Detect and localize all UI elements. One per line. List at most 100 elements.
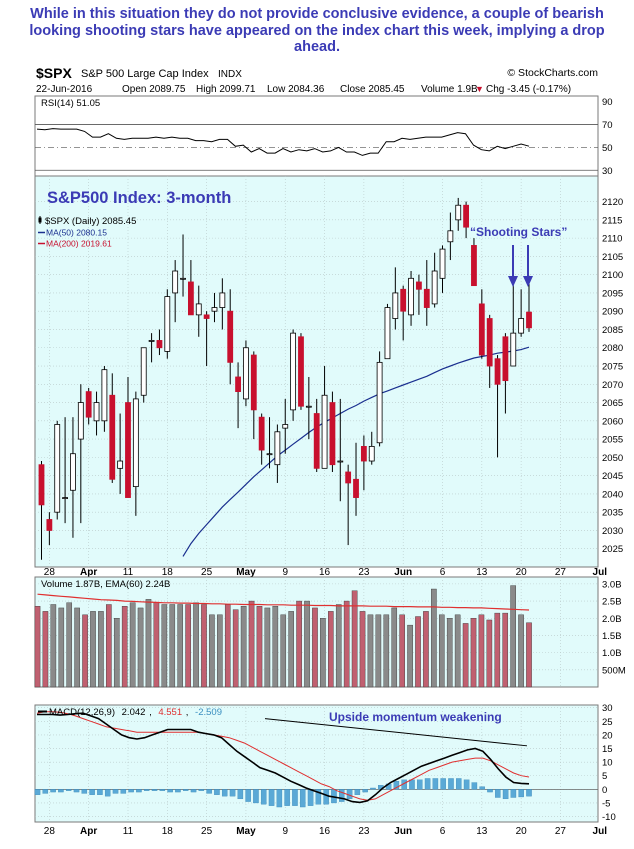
candle xyxy=(148,333,155,363)
candle-body xyxy=(416,281,422,290)
volume-bar xyxy=(272,606,279,688)
candle-body xyxy=(502,336,509,382)
candle xyxy=(290,329,297,421)
candle xyxy=(54,420,61,520)
quote-close: Close 2085.45 xyxy=(340,84,405,95)
macd-legend-label: MACD(12,26,9) xyxy=(49,707,115,718)
x-tick-label: 11 xyxy=(123,567,134,578)
volume-bar xyxy=(34,606,41,688)
volume-bar xyxy=(256,606,263,688)
candle xyxy=(486,314,493,388)
legend-label: MA(200) 2019.61 xyxy=(46,239,112,249)
histogram-bar xyxy=(424,778,431,790)
candle xyxy=(384,303,391,360)
candle-body xyxy=(266,453,273,456)
histogram-bar xyxy=(128,789,134,793)
histogram-bar xyxy=(175,789,181,793)
volume-bar xyxy=(232,609,239,688)
histogram-bar xyxy=(151,789,158,791)
quote-date: 22-Jun-2016 xyxy=(36,84,93,95)
x-tick-label: Apr xyxy=(80,826,97,837)
volume-bar xyxy=(415,616,421,688)
y-tick-label: 50 xyxy=(602,143,613,154)
candle xyxy=(180,234,186,297)
histogram-bar xyxy=(112,789,119,794)
candle-body xyxy=(243,347,249,400)
volume-bar xyxy=(264,607,271,688)
macd-legend-value: 2.042 xyxy=(122,707,146,718)
volume-bar xyxy=(82,614,88,688)
candle xyxy=(455,197,462,231)
candle xyxy=(360,435,367,491)
y-tick-label: 2.5B xyxy=(602,597,622,608)
y-tick-label: 2025 xyxy=(602,544,623,555)
y-tick-label: 2035 xyxy=(602,508,623,519)
y-tick-label: 2055 xyxy=(602,435,623,446)
candle xyxy=(117,413,124,494)
macd-signal-line xyxy=(36,711,530,801)
candle-body xyxy=(274,431,281,466)
candle xyxy=(431,252,438,308)
x-tick-label: 25 xyxy=(201,826,213,837)
volume-bar xyxy=(209,614,215,688)
index-name: S&P 500 Large Cap Index xyxy=(81,68,209,80)
candle-body xyxy=(180,277,186,280)
histogram-bar xyxy=(58,789,64,793)
candle-body xyxy=(455,204,462,221)
candle-body xyxy=(211,307,218,312)
histogram-bar xyxy=(362,789,368,793)
candle xyxy=(274,424,281,483)
histogram-bar xyxy=(456,778,462,790)
histogram-bar xyxy=(73,789,80,793)
x-tick-label: 25 xyxy=(201,567,213,578)
momentum-trendline xyxy=(264,718,528,747)
candle-body xyxy=(486,318,493,367)
candle-body xyxy=(164,296,171,352)
candle xyxy=(282,398,289,454)
x-tick-label: 20 xyxy=(516,826,528,837)
x-tick-label: Jul xyxy=(593,567,608,578)
histogram-bar xyxy=(448,778,454,790)
candle xyxy=(70,417,76,538)
histogram-bar xyxy=(307,789,314,806)
ma50-line xyxy=(182,346,530,557)
candle-body xyxy=(368,446,375,462)
candle-body xyxy=(305,405,312,408)
histogram-bar xyxy=(502,789,509,800)
x-tick-label: 6 xyxy=(440,567,446,578)
y-tick-label: 2075 xyxy=(602,362,623,373)
histogram-bar xyxy=(393,781,400,790)
candle-body xyxy=(140,347,147,396)
y-tick-label: 90 xyxy=(602,97,613,108)
candle-body xyxy=(203,314,210,319)
legend-item-ma200: MA(200) 2019.61 xyxy=(38,239,112,249)
volume-bar xyxy=(359,611,366,688)
candle-body xyxy=(125,402,131,498)
candle-body xyxy=(478,303,485,356)
volume-bar xyxy=(438,614,445,688)
y-tick-label: 2070 xyxy=(602,380,623,391)
histogram-bar xyxy=(253,789,259,804)
candle xyxy=(439,245,446,293)
candle-body xyxy=(518,318,525,334)
candle-body xyxy=(298,336,304,407)
y-tick-label: 2090 xyxy=(602,307,623,318)
histogram-bar xyxy=(315,789,322,805)
volume-bar xyxy=(161,604,168,688)
macd-line xyxy=(37,712,530,804)
candle xyxy=(305,376,312,440)
x-tick-label: 13 xyxy=(476,826,488,837)
candle xyxy=(77,384,84,524)
volume-bar xyxy=(217,614,223,688)
chart-caption: While in this situation they do not prov… xyxy=(29,6,605,55)
volume-bar xyxy=(502,612,509,688)
y-tick-label: 2060 xyxy=(602,416,623,427)
x-tick-label: 23 xyxy=(358,826,370,837)
y-tick-label: 2115 xyxy=(602,215,622,226)
volume-bar xyxy=(343,600,350,688)
legend-item-ma50: MA(50) 2080.15 xyxy=(38,228,107,238)
candle xyxy=(518,289,525,337)
candle xyxy=(298,333,304,410)
candle-body xyxy=(471,245,477,287)
rsi-panel: RSI(14) 51.05 30 50 70 90 xyxy=(34,95,613,177)
